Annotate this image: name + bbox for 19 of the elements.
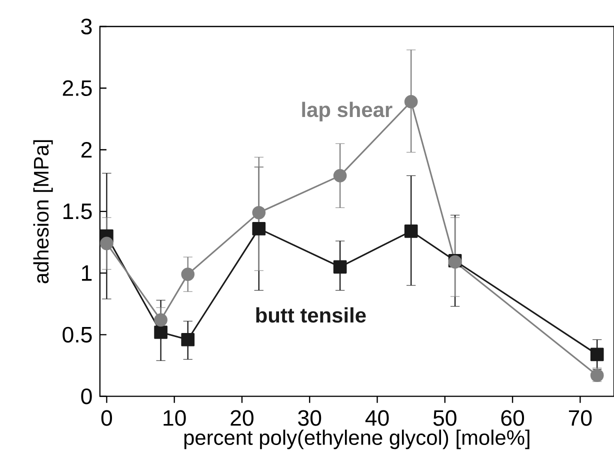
series-label: butt tensile bbox=[256, 307, 366, 323]
x-tick-label: 70 bbox=[568, 410, 592, 426]
x-axis-title: percent poly(ethylene glycol) [mole%] bbox=[184, 429, 530, 450]
x-tick-label: 30 bbox=[298, 410, 322, 426]
x-tick-label: 50 bbox=[433, 410, 456, 426]
y-tick-label: 2.5 bbox=[62, 80, 92, 96]
y-tick-label: 1.5 bbox=[63, 204, 92, 220]
y-tick-label: 0 bbox=[81, 388, 92, 404]
y-tick-label: 2 bbox=[81, 142, 92, 158]
series-label: lap shear bbox=[302, 102, 392, 122]
y-axis-title: adhesion [MPa] bbox=[33, 140, 53, 284]
x-tick-label: 20 bbox=[230, 410, 254, 426]
y-tick-label: 1 bbox=[82, 265, 92, 281]
x-tick-label: 0 bbox=[101, 410, 112, 426]
y-tick-label: 3 bbox=[81, 18, 92, 34]
y-tick-label: 0.5 bbox=[62, 326, 92, 342]
x-tick-label: 40 bbox=[365, 410, 389, 426]
x-tick-label: 60 bbox=[501, 410, 524, 426]
x-tick-label: 10 bbox=[164, 410, 186, 426]
